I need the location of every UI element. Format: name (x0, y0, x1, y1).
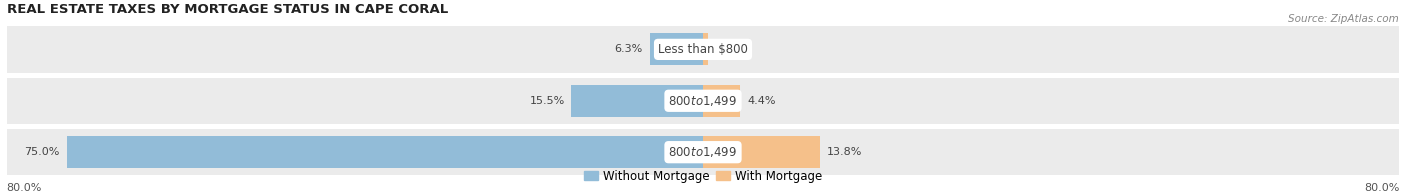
Text: 15.5%: 15.5% (530, 96, 565, 106)
Text: $800 to $1,499: $800 to $1,499 (668, 94, 738, 108)
Bar (7, 26, 1399, 73)
Text: $800 to $1,499: $800 to $1,499 (668, 145, 738, 159)
Bar (650, 34, 703, 65)
Text: 4.4%: 4.4% (747, 96, 776, 106)
Text: REAL ESTATE TAXES BY MORTGAGE STATUS IN CAPE CORAL: REAL ESTATE TAXES BY MORTGAGE STATUS IN … (7, 3, 449, 16)
Text: 13.8%: 13.8% (827, 147, 862, 157)
Text: 6.3%: 6.3% (614, 44, 643, 54)
Text: 75.0%: 75.0% (24, 147, 60, 157)
Bar (66, 136, 703, 168)
Bar (571, 85, 703, 117)
Text: Source: ZipAtlas.com: Source: ZipAtlas.com (1288, 14, 1399, 24)
Text: 0.63%: 0.63% (716, 44, 751, 54)
Bar (7, 129, 1399, 175)
Bar (7, 78, 1399, 124)
Legend: Without Mortgage, With Mortgage: Without Mortgage, With Mortgage (579, 165, 827, 187)
Bar (703, 136, 820, 168)
Bar (703, 85, 741, 117)
Text: Less than $800: Less than $800 (658, 43, 748, 56)
Bar (703, 34, 709, 65)
